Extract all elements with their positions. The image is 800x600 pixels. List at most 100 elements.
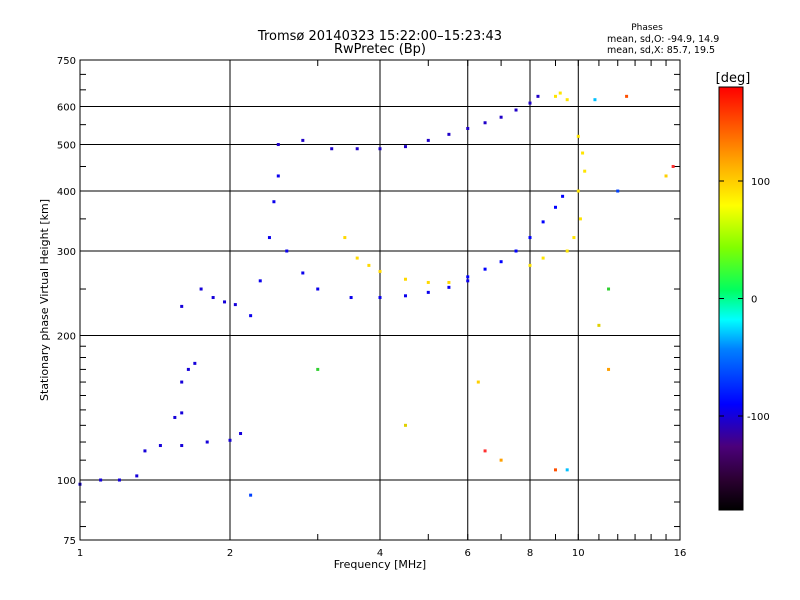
data-point	[249, 314, 253, 318]
data-point	[272, 200, 276, 204]
data-point	[476, 380, 480, 384]
y-tick-label: 400	[57, 187, 76, 198]
data-point	[483, 121, 487, 125]
x-tick-label: 4	[377, 548, 383, 559]
data-point	[581, 151, 585, 155]
y-tick-label: 750	[57, 56, 76, 67]
data-point	[541, 220, 545, 224]
data-point	[285, 249, 289, 253]
chart-title: Tromsø 20140323 15:22:00–15:23:43	[257, 29, 502, 44]
data-point	[276, 143, 280, 147]
data-point	[553, 94, 557, 98]
data-point	[135, 474, 139, 478]
data-point	[143, 449, 147, 453]
data-point	[607, 367, 611, 371]
data-point	[616, 189, 620, 193]
data-point	[553, 468, 557, 472]
data-point	[367, 263, 371, 267]
data-point	[173, 415, 177, 419]
series-f1-lower-o-trace	[249, 174, 470, 318]
data-point	[528, 263, 532, 267]
data-point	[258, 279, 262, 283]
colorbar-tick-label: 100	[751, 177, 770, 188]
x-tick-label: 2	[227, 548, 233, 559]
data-point	[378, 296, 382, 300]
data-point	[447, 280, 451, 284]
data-point	[239, 432, 243, 436]
data-point	[223, 300, 227, 304]
data-point	[343, 236, 347, 240]
chart-subtitle: RwPretec (Bp)	[334, 42, 426, 57]
data-points	[78, 91, 675, 497]
data-point	[330, 147, 334, 151]
grid-lines	[79, 60, 681, 540]
series-scattered-echoes	[249, 94, 675, 497]
colorbar-tick-label: -100	[747, 412, 770, 423]
data-point	[578, 217, 582, 221]
data-point	[355, 256, 359, 260]
data-point	[466, 126, 470, 130]
data-point	[671, 164, 675, 168]
series-x-trace-upper	[528, 91, 587, 267]
colorbar-tick-label: 0	[751, 295, 757, 306]
data-point	[233, 303, 237, 307]
data-point	[193, 361, 197, 365]
data-point	[528, 101, 532, 105]
data-point	[514, 108, 518, 112]
data-point	[180, 304, 184, 308]
x-tick-label: 10	[572, 548, 585, 559]
data-point	[597, 323, 601, 327]
data-point	[514, 249, 518, 253]
series-es-sporadic-steps	[173, 287, 237, 419]
phases-title: Phases	[631, 23, 663, 33]
data-point	[249, 493, 253, 497]
data-point	[267, 236, 271, 240]
phases-line-x: mean, sd,X: 85.7, 19.5	[607, 45, 715, 56]
data-point	[158, 444, 162, 448]
y-tick-labels: 75 100 200 300 400 500 600 750	[57, 56, 76, 547]
series-e-layer-trace	[78, 432, 243, 486]
x-tick-label: 1	[77, 548, 83, 559]
data-point	[576, 189, 580, 193]
data-point	[403, 294, 407, 298]
data-point	[276, 174, 280, 178]
data-point	[466, 279, 470, 283]
data-point	[349, 296, 353, 300]
data-point	[576, 134, 580, 138]
data-point	[483, 267, 487, 271]
data-point	[565, 249, 569, 253]
data-point	[301, 138, 305, 142]
data-point	[499, 260, 503, 264]
data-point	[561, 194, 565, 198]
phases-line-o: mean, sd,O: -94.9, 14.9	[607, 34, 719, 45]
data-point	[180, 444, 184, 448]
data-point	[199, 287, 203, 291]
data-point	[528, 236, 532, 240]
y-tick-label: 100	[57, 476, 76, 487]
data-point	[228, 438, 232, 442]
data-point	[426, 290, 430, 294]
data-point	[593, 98, 597, 102]
colorbar-frame	[718, 86, 744, 511]
data-point	[378, 147, 382, 151]
data-point	[426, 138, 430, 142]
data-point	[664, 174, 668, 178]
data-point	[565, 98, 569, 102]
data-point	[541, 256, 545, 260]
data-point	[355, 147, 359, 151]
data-point	[607, 287, 611, 291]
data-point	[558, 91, 562, 95]
x-axis-label: Frequency [MHz]	[334, 558, 426, 571]
data-point	[180, 380, 184, 384]
data-point	[180, 411, 184, 415]
data-point	[536, 94, 540, 98]
data-point	[403, 145, 407, 149]
y-tick-label: 75	[63, 536, 76, 547]
series-upper-o-trace	[276, 94, 540, 151]
data-point	[565, 468, 569, 472]
y-tick-label: 600	[57, 103, 76, 114]
data-point	[583, 169, 587, 173]
colorbar-label: [deg]	[716, 71, 751, 86]
data-point	[466, 275, 470, 279]
